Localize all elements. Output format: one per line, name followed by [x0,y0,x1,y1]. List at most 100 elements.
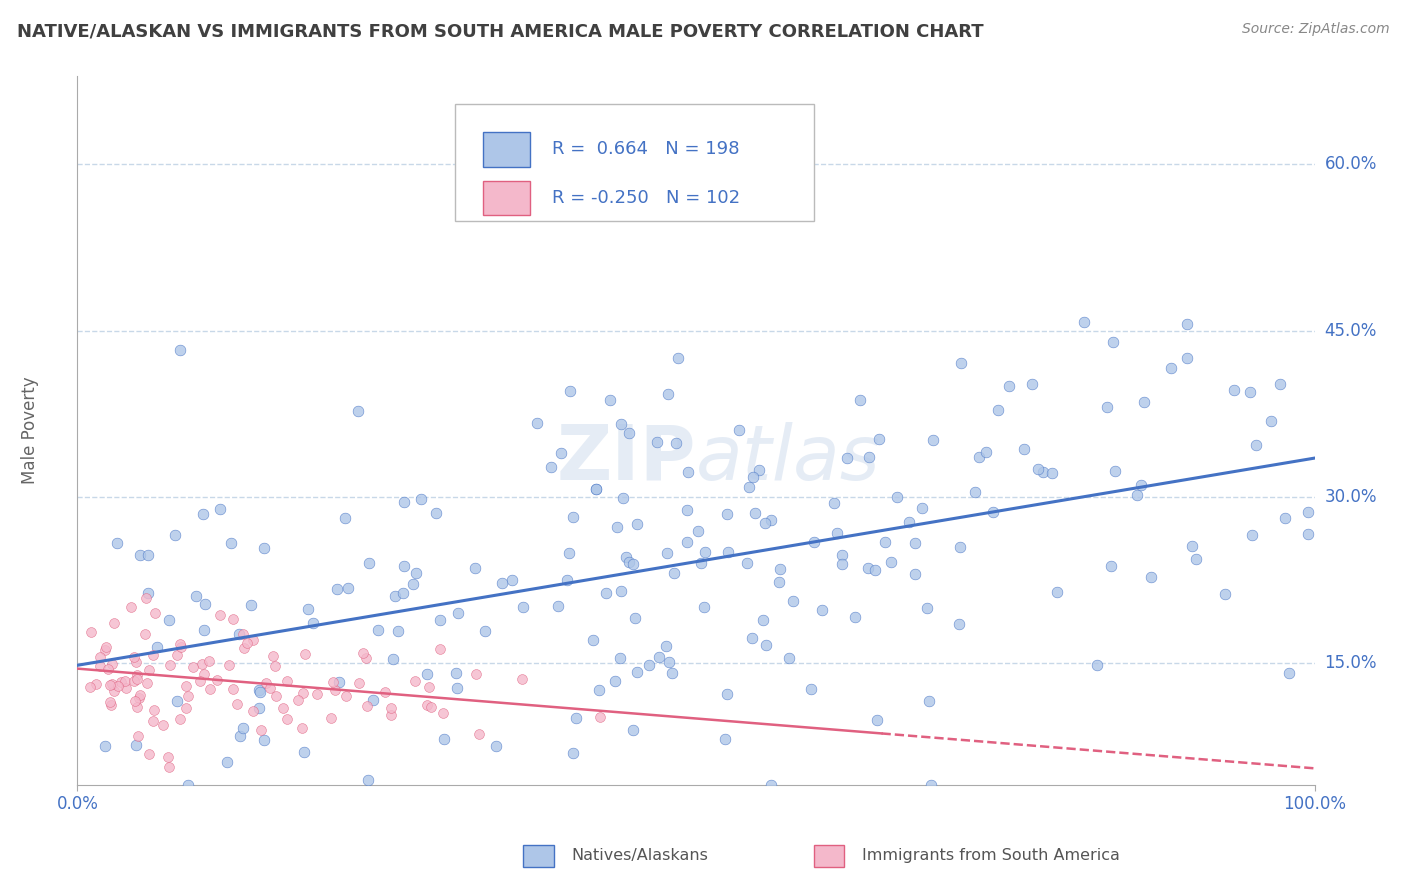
Point [384,589,406,603]
Point [755,638,778,652]
Point [558,546,581,560]
Point [198,655,221,669]
Point [159,657,181,672]
Point [169,712,191,726]
Text: NATIVE/ALASKAN VS IMMIGRANTS FROM SOUTH AMERICA MALE POVERTY CORRELATION CHART: NATIVE/ALASKAN VS IMMIGRANTS FROM SOUTH … [17,22,984,40]
Point [1032,466,1054,480]
Point [484,739,506,754]
Point [526,416,548,430]
Point [193,624,215,638]
Point [744,506,766,520]
Point [221,612,243,626]
Point [356,698,378,713]
Point [374,685,396,699]
Point [136,675,159,690]
Point [609,417,631,432]
Point [464,560,486,574]
Point [264,659,287,673]
Point [778,650,800,665]
Point [614,550,637,565]
Point [433,732,456,747]
Point [897,515,920,529]
FancyBboxPatch shape [454,104,814,221]
Point [100,698,122,712]
Point [886,490,908,504]
Point [858,450,880,465]
Point [129,688,152,702]
Point [716,507,738,521]
Point [1222,384,1244,398]
Point [585,482,607,496]
Point [128,548,150,562]
Point [136,548,159,562]
Point [333,511,356,525]
Point [738,480,761,494]
Point [146,640,169,655]
Point [678,465,700,479]
Point [675,502,697,516]
Point [605,674,627,689]
Text: R =  0.664   N = 198: R = 0.664 N = 198 [553,141,740,159]
Point [612,491,634,505]
Point [249,685,271,699]
Point [405,566,427,580]
Point [868,433,890,447]
Point [253,541,276,555]
Point [256,676,278,690]
Point [949,540,972,554]
Point [1046,585,1069,599]
Point [754,516,776,531]
Point [624,610,647,624]
Point [474,624,496,638]
Point [844,610,866,624]
Point [347,404,370,418]
Point [101,657,124,672]
Point [183,660,205,674]
Point [326,582,349,597]
Point [107,679,129,693]
Point [276,713,298,727]
Point [157,760,180,774]
Point [803,535,825,549]
Point [735,556,758,570]
Point [606,520,628,534]
Point [193,666,215,681]
Point [363,693,385,707]
Text: Source: ZipAtlas.com: Source: ZipAtlas.com [1241,22,1389,37]
Text: atlas: atlas [696,422,880,496]
Point [655,639,678,653]
Point [221,536,243,550]
Point [142,648,165,663]
Point [1102,334,1125,349]
Text: Immigrants from South America: Immigrants from South America [862,848,1119,863]
Point [880,555,903,569]
Point [416,698,439,712]
Point [114,673,136,688]
Point [1260,414,1282,428]
Point [621,723,644,738]
FancyBboxPatch shape [484,133,530,167]
Point [418,681,440,695]
Point [125,738,148,752]
Point [748,463,770,477]
Point [1125,488,1147,502]
Point [825,525,848,540]
Point [143,607,166,621]
Point [122,673,145,688]
Point [93,739,115,754]
Point [658,655,681,669]
Point [664,566,686,580]
Point [134,627,156,641]
FancyBboxPatch shape [523,846,554,866]
Point [768,575,790,590]
Point [163,527,186,541]
Point [429,642,451,657]
Text: Natives/Alaskans: Natives/Alaskans [571,848,707,863]
Point [1129,478,1152,492]
Point [94,643,117,657]
Point [665,436,688,450]
Text: 45.0%: 45.0% [1324,322,1376,340]
Point [232,641,254,656]
Point [98,677,121,691]
Point [103,615,125,630]
